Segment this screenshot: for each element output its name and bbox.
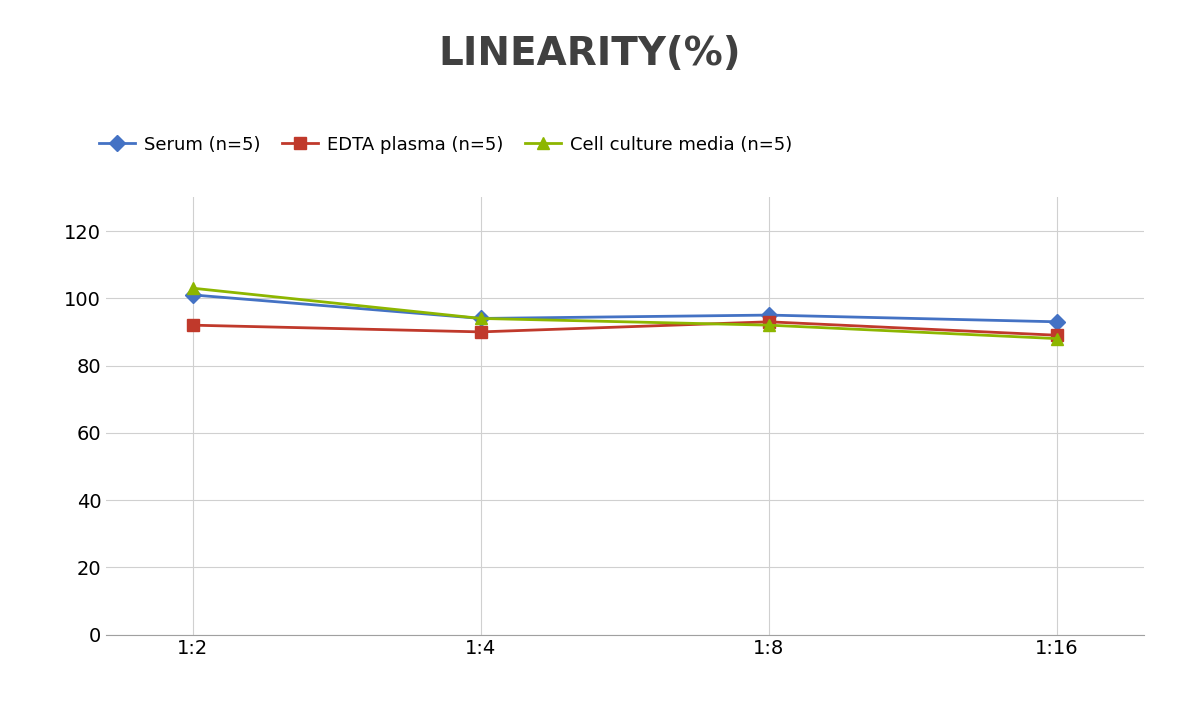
Line: Serum (n=5): Serum (n=5) [187,289,1062,327]
Legend: Serum (n=5), EDTA plasma (n=5), Cell culture media (n=5): Serum (n=5), EDTA plasma (n=5), Cell cul… [92,129,799,161]
Cell culture media (n=5) [1050,334,1065,343]
Line: Cell culture media (n=5): Cell culture media (n=5) [187,283,1062,344]
Cell culture media (n=5) [185,284,199,293]
Cell culture media (n=5) [474,314,488,323]
EDTA plasma (n=5) [762,317,776,326]
Serum (n=5) [474,314,488,323]
Serum (n=5) [1050,317,1065,326]
Serum (n=5) [762,311,776,319]
Text: LINEARITY(%): LINEARITY(%) [439,35,740,73]
EDTA plasma (n=5) [185,321,199,329]
Line: EDTA plasma (n=5): EDTA plasma (n=5) [187,317,1062,341]
EDTA plasma (n=5) [474,328,488,336]
EDTA plasma (n=5) [1050,331,1065,340]
Cell culture media (n=5) [762,321,776,329]
Serum (n=5) [185,290,199,299]
